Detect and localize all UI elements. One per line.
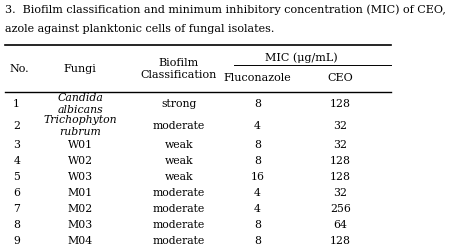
Text: 64: 64 [333, 220, 347, 230]
Text: 128: 128 [330, 156, 351, 166]
Text: Fluconazole: Fluconazole [224, 73, 292, 83]
Text: M02: M02 [68, 204, 93, 214]
Text: 128: 128 [330, 99, 351, 109]
Text: strong: strong [161, 99, 196, 109]
Text: 128: 128 [330, 172, 351, 182]
Text: No.: No. [9, 64, 29, 74]
Text: W02: W02 [68, 156, 93, 166]
Text: 128: 128 [330, 236, 351, 244]
Text: 4: 4 [13, 156, 20, 166]
Text: M04: M04 [68, 236, 93, 244]
Text: 2: 2 [13, 121, 20, 131]
Text: 3: 3 [13, 140, 20, 150]
Text: MIC (μg/mL): MIC (μg/mL) [264, 52, 337, 63]
Text: 32: 32 [333, 188, 347, 198]
Text: moderate: moderate [153, 220, 205, 230]
Text: 256: 256 [330, 204, 351, 214]
Text: 3.  Biofilm classification and minimum inhibitory concentration (MIC) of CEO,: 3. Biofilm classification and minimum in… [5, 5, 446, 15]
Text: 8: 8 [254, 220, 261, 230]
Text: 8: 8 [254, 156, 261, 166]
Text: 16: 16 [250, 172, 264, 182]
Text: 8: 8 [254, 236, 261, 244]
Text: moderate: moderate [153, 121, 205, 131]
Text: 32: 32 [333, 121, 347, 131]
Text: Trichophyton
rubrum: Trichophyton rubrum [44, 115, 117, 137]
Text: CEO: CEO [328, 73, 353, 83]
Text: W03: W03 [68, 172, 93, 182]
Text: W01: W01 [68, 140, 93, 150]
Text: 8: 8 [13, 220, 20, 230]
Text: 4: 4 [254, 121, 261, 131]
Text: weak: weak [164, 172, 193, 182]
Text: weak: weak [164, 140, 193, 150]
Text: moderate: moderate [153, 236, 205, 244]
Text: 1: 1 [13, 99, 20, 109]
Text: weak: weak [164, 156, 193, 166]
Text: 32: 32 [333, 140, 347, 150]
Text: 4: 4 [254, 188, 261, 198]
Text: moderate: moderate [153, 204, 205, 214]
Text: moderate: moderate [153, 188, 205, 198]
Text: 7: 7 [13, 204, 20, 214]
Text: 4: 4 [254, 204, 261, 214]
Text: 8: 8 [254, 99, 261, 109]
Text: 5: 5 [13, 172, 20, 182]
Text: 8: 8 [254, 140, 261, 150]
Text: azole against planktonic cells of fungal isolates.: azole against planktonic cells of fungal… [5, 24, 275, 34]
Text: M03: M03 [68, 220, 93, 230]
Text: M01: M01 [68, 188, 93, 198]
Text: 6: 6 [13, 188, 20, 198]
Text: Biofilm
Classification: Biofilm Classification [140, 58, 217, 80]
Text: Candida
albicans: Candida albicans [57, 93, 103, 115]
Text: Fungi: Fungi [64, 64, 97, 74]
Text: 9: 9 [13, 236, 20, 244]
